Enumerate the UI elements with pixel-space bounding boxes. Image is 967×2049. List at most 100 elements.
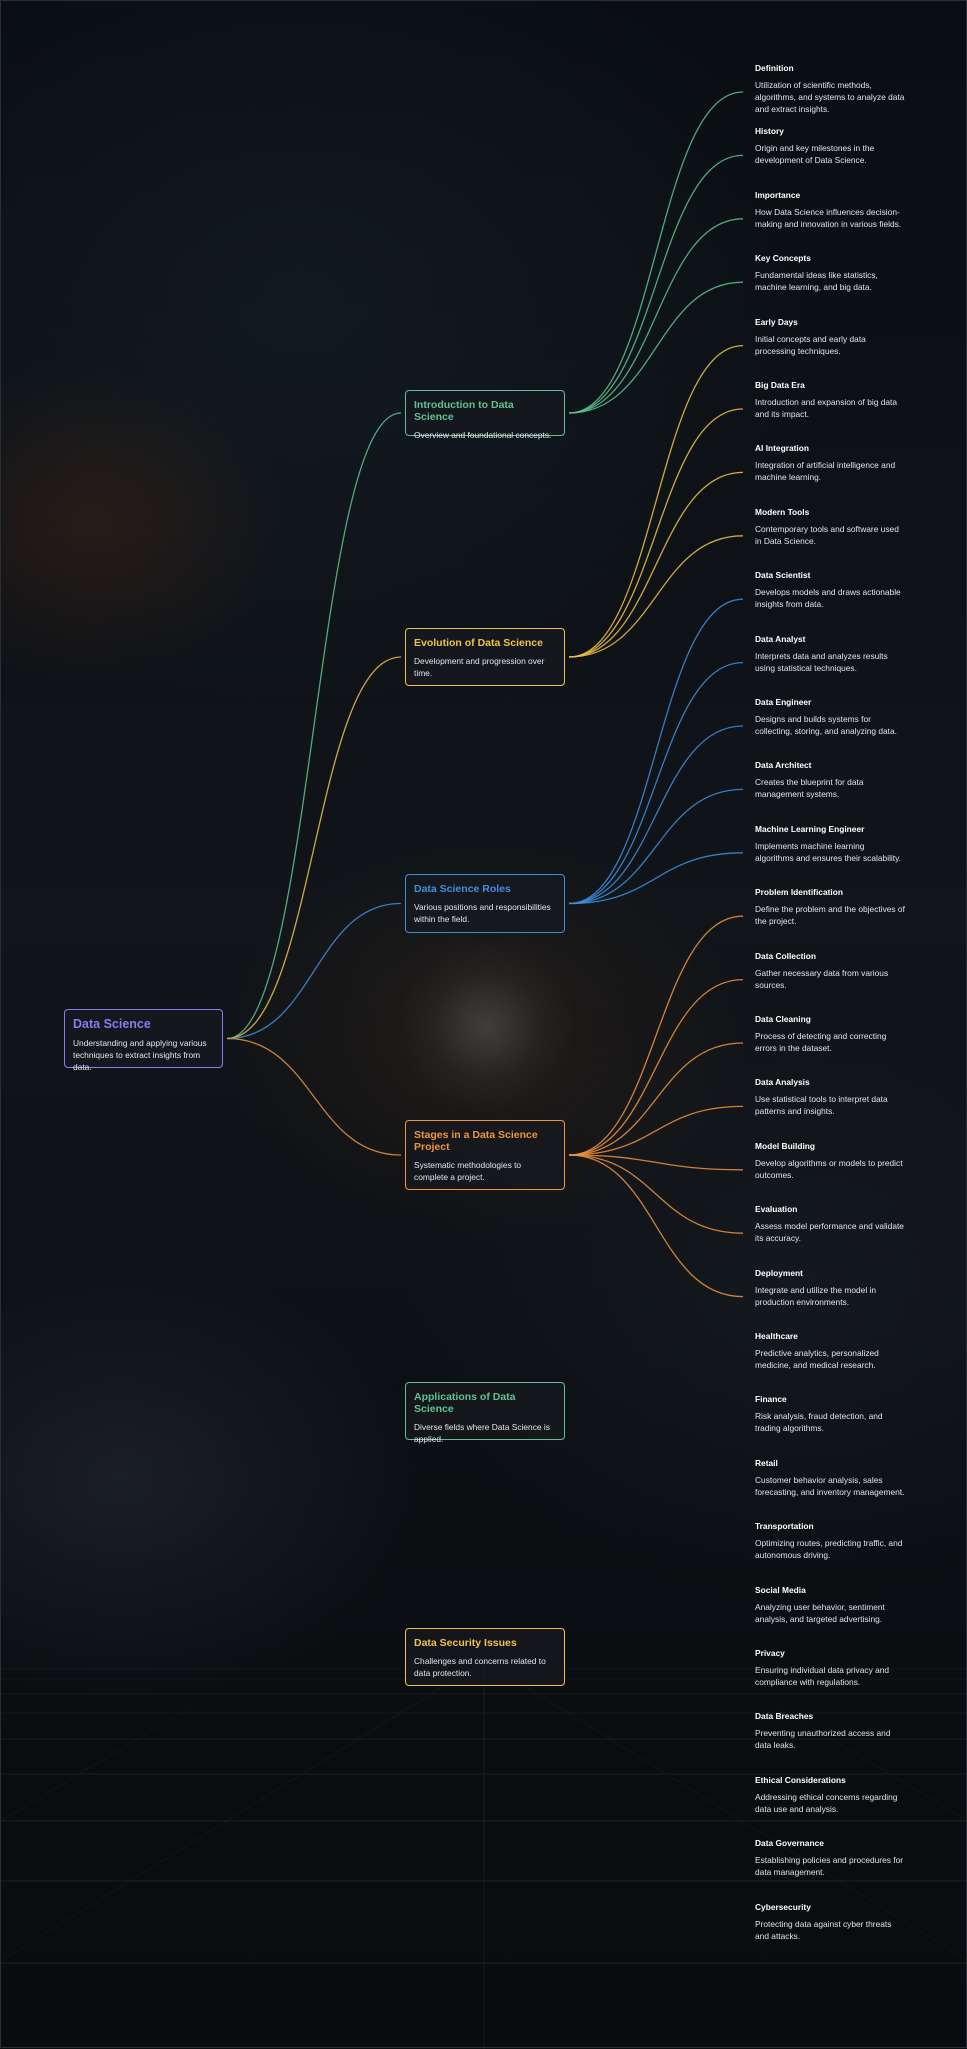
- grid-line: [766, 1700, 967, 1821]
- leaf-description: Integration of artificial intelligence a…: [755, 460, 896, 483]
- leaf-description: Customer behavior analysis, sales foreca…: [755, 1474, 905, 1497]
- leaf-title: Definition: [755, 63, 794, 73]
- leaf-title: Model Building: [755, 1140, 816, 1151]
- leaf-evolution-1[interactable]: Big Data Era Introduction and expansion o…: [755, 380, 905, 420]
- connector-line: [226, 656, 402, 1040]
- leaf-roles-0[interactable]: Data Scientist Develops models and draws …: [755, 570, 905, 610]
- leaf-description: Integrate and utilize the model in produ…: [755, 1284, 877, 1307]
- grid-line: [1, 1700, 202, 1822]
- leaf-description: Analyzing user behavior, sentiment analy…: [755, 1601, 885, 1624]
- leaf-security-2[interactable]: Ethical Considerations Addressing ethical…: [755, 1775, 905, 1815]
- leaf-roles-1[interactable]: Data Analyst Interprets data and analyzes…: [755, 634, 905, 674]
- connector-line: [568, 471, 744, 658]
- leaf-description: Use statistical tools to interpret data …: [755, 1094, 888, 1117]
- leaf-description: Origin and key milestones in the develop…: [755, 143, 875, 166]
- root-description: Understanding and applying various techn…: [73, 1038, 207, 1072]
- leaf-introduction-2[interactable]: Importance How Data Science influences de…: [755, 190, 905, 230]
- branch-title: Introduction to Data Science: [414, 399, 514, 423]
- leaf-title: Big Data Era: [755, 380, 805, 390]
- leaf-security-1[interactable]: Data Breaches Preventing unauthorized acc…: [755, 1711, 905, 1751]
- grid-line: [483, 1660, 967, 1961]
- connector-line: [568, 725, 744, 905]
- leaf-description: How Data Science influences decision-mak…: [755, 206, 902, 229]
- branch-title: Evolution of Data Science: [414, 637, 543, 649]
- leaf-title: Deployment: [755, 1267, 803, 1278]
- leaf-title: Transportation: [755, 1521, 814, 1532]
- leaf-title: History: [755, 126, 784, 137]
- connector-line: [568, 915, 744, 1156]
- leaf-title: Early Days: [755, 316, 798, 327]
- branch-description: Diverse fields where Data Science is app…: [414, 1422, 550, 1444]
- leaf-applications-4[interactable]: Social Media Analyzing user behavior, sen…: [755, 1585, 905, 1625]
- leaf-stages-3[interactable]: Data Analysis Use statistical tools to in…: [755, 1077, 905, 1117]
- connector-line: [226, 902, 402, 1040]
- connector-line: [568, 661, 744, 905]
- branch-node-security[interactable]: Data Security Issues Challenges and conc…: [405, 1628, 565, 1686]
- leaf-title: Ethical Considerations: [755, 1774, 846, 1785]
- leaf-introduction-3[interactable]: Key Concepts Fundamental ideas like stati…: [755, 253, 905, 293]
- leaf-description: Predictive analytics, personalized medic…: [755, 1348, 879, 1370]
- leaf-title: Privacy: [755, 1648, 785, 1658]
- leaf-description: Protecting data against cyber threats an…: [755, 1918, 892, 1941]
- branch-description: Overview and foundational concepts.: [414, 430, 552, 440]
- grid-line: [1, 1660, 485, 1962]
- leaf-description: Fundamental ideas like statistics, machi…: [755, 270, 878, 293]
- connector-line: [568, 978, 744, 1156]
- root-node[interactable]: Data Science Understanding and applying …: [64, 1009, 223, 1072]
- leaf-introduction-0[interactable]: Definition Utilization of scientific meth…: [755, 63, 905, 115]
- branch-node-applications[interactable]: Applications of Data Science Diverse fie…: [405, 1382, 565, 1444]
- leaf-description: Contemporary tools and software used in …: [755, 523, 899, 546]
- leaf-description: Process of detecting and correcting erro…: [755, 1031, 887, 1053]
- connector-line: [568, 91, 744, 414]
- leaf-title: Data Governance: [755, 1838, 824, 1849]
- branch-node-introduction[interactable]: Introduction to Data Science Overview an…: [405, 390, 565, 440]
- leaf-roles-4[interactable]: Machine Learning Engineer Implements mach…: [755, 824, 905, 864]
- leaf-security-3[interactable]: Data Governance Establishing policies and…: [755, 1838, 905, 1878]
- leaf-title: Data Cleaning: [755, 1014, 811, 1024]
- leaf-stages-2[interactable]: Data Cleaning Process of detecting and co…: [755, 1014, 905, 1054]
- branch-node-evolution[interactable]: Evolution of Data Science Development an…: [405, 628, 565, 686]
- leaf-title: Machine Learning Engineer: [755, 823, 865, 834]
- connector-line: [568, 218, 744, 414]
- leaf-stages-4[interactable]: Model Building Develop algorithms or mode…: [755, 1141, 905, 1181]
- leaf-title: Healthcare: [755, 1331, 798, 1341]
- branch-node-roles[interactable]: Data Science Roles Various positions and…: [405, 874, 565, 933]
- leaf-applications-2[interactable]: Retail Customer behavior analysis, sales …: [755, 1458, 905, 1498]
- leaf-title: Key Concepts: [755, 253, 811, 264]
- leaf-stages-0[interactable]: Problem Identification Define the problem…: [755, 887, 905, 927]
- leaf-roles-2[interactable]: Data Engineer Designs and builds systems …: [755, 697, 905, 737]
- leaf-stages-1[interactable]: Data Collection Gather necessary data fro…: [755, 951, 905, 991]
- leaf-title: Finance: [755, 1394, 787, 1405]
- branch-node-stages[interactable]: Stages in a Data Science Project Systema…: [405, 1120, 565, 1190]
- leaf-roles-3[interactable]: Data Architect Creates the blueprint for …: [755, 760, 905, 800]
- leaf-evolution-2[interactable]: AI Integration Integration of artificial …: [755, 443, 905, 483]
- leaf-title: Data Engineer: [755, 697, 812, 707]
- leaf-title: Social Media: [755, 1584, 806, 1595]
- leaf-applications-3[interactable]: Transportation Optimizing routes, predict…: [755, 1521, 905, 1561]
- leaf-applications-0[interactable]: Healthcare Predictive analytics, personal…: [755, 1331, 905, 1371]
- leaf-stages-5[interactable]: Evaluation Assess model performance and v…: [755, 1204, 905, 1244]
- leaf-description: Develop algorithms or models to predict …: [755, 1157, 903, 1180]
- leaf-description: Gather necessary data from various sourc…: [755, 967, 889, 990]
- leaf-security-4[interactable]: Cybersecurity Protecting data against cyb…: [755, 1902, 905, 1942]
- leaf-description: Risk analysis, fraud detection, and trad…: [755, 1411, 883, 1434]
- leaf-security-0[interactable]: Privacy Ensuring individual data privacy …: [755, 1648, 905, 1688]
- leaf-title: Data Analysis: [755, 1077, 810, 1088]
- leaf-stages-6[interactable]: Deployment Integrate and utilize the mode…: [755, 1268, 905, 1308]
- connector-line: [568, 788, 744, 905]
- leaf-title: Importance: [755, 189, 801, 200]
- leaf-title: Data Collection: [755, 950, 816, 961]
- leaf-applications-1[interactable]: Finance Risk analysis, fraud detection, a…: [755, 1394, 905, 1434]
- leaf-description: Ensuring individual data privacy and com…: [755, 1665, 890, 1687]
- connector-line: [568, 154, 744, 414]
- leaf-description: Utilization of scientific methods, algor…: [755, 80, 905, 114]
- leaf-introduction-1[interactable]: History Origin and key milestones in the …: [755, 126, 905, 166]
- leaf-evolution-0[interactable]: Early Days Initial concepts and early dat…: [755, 317, 905, 357]
- connector-line: [568, 408, 744, 658]
- connector-line: [568, 1105, 744, 1156]
- branch-title: Data Science Roles: [414, 883, 511, 895]
- connector-line: [568, 535, 744, 658]
- connector-line: [568, 852, 744, 905]
- leaf-evolution-3[interactable]: Modern Tools Contemporary tools and softw…: [755, 507, 905, 547]
